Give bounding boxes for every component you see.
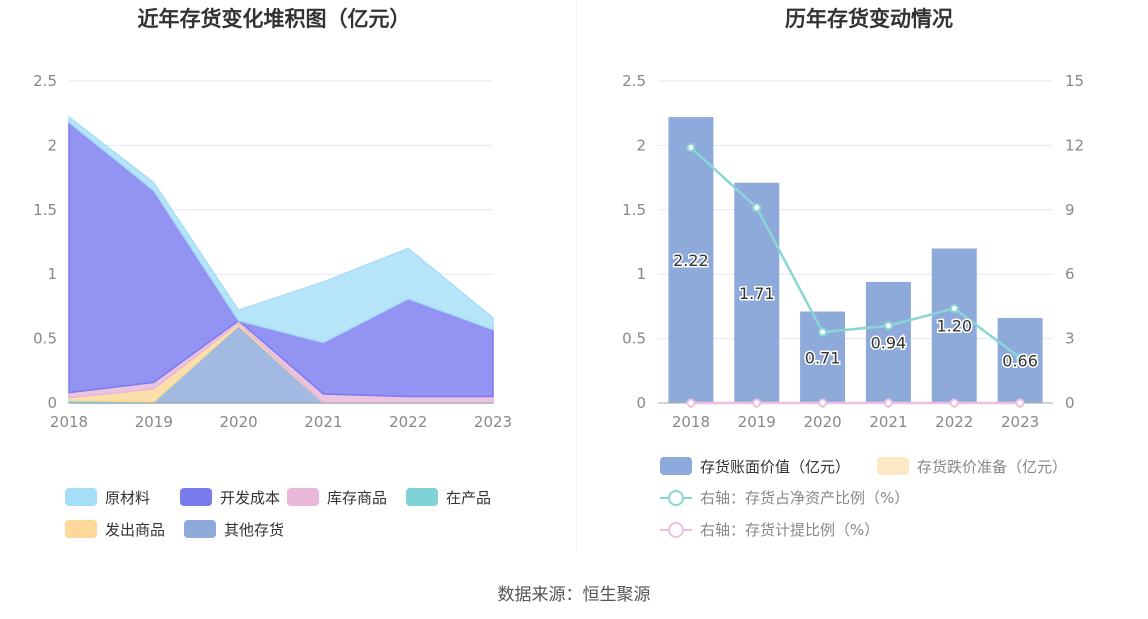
right-x-tick-label: 2021	[869, 413, 907, 431]
line-point-2018	[686, 398, 696, 408]
line-point-2021	[883, 321, 893, 331]
line-point-2023	[1015, 353, 1025, 363]
right-y-tick-label: 2.5	[622, 72, 646, 90]
bar-data-label: 0.66	[1002, 351, 1038, 370]
right-y2-tick-label: 12	[1065, 136, 1084, 154]
left-x-tick-label: 2022	[389, 413, 427, 431]
left-x-tick-label: 2020	[220, 413, 258, 431]
line-point-2020	[818, 327, 828, 337]
left-x-tick-label: 2018	[50, 413, 88, 431]
right-x-tick-label: 2020	[803, 413, 841, 431]
left-y-tick-label: 0	[47, 394, 57, 412]
right-chart-title: 历年存货变动情况	[785, 7, 953, 31]
data-source-label: 数据来源：恒生聚源	[497, 585, 651, 605]
right-x-tick-label: 2018	[672, 413, 710, 431]
left-x-tick-label: 2019	[135, 413, 173, 431]
bar-data-label: 0.94	[871, 333, 907, 352]
line-series-右轴：存货占净资产比例（%）	[690, 146, 1021, 359]
legend-marker-右轴：存货计提比例（%）	[668, 522, 684, 538]
legend-label-发出商品: 发出商品	[105, 521, 165, 539]
left-y-tick-label: 1.5	[33, 201, 57, 219]
legend-swatch-开发成本	[180, 488, 212, 506]
bar-2022	[931, 248, 977, 403]
right-y2-tick-label: 0	[1065, 394, 1075, 412]
bar-data-label: 1.71	[739, 284, 775, 303]
bar-2019	[734, 182, 780, 403]
bar-2020	[800, 311, 846, 403]
line-point-2019	[752, 398, 762, 408]
bar-2021	[865, 281, 911, 403]
legend-label-存货跌价准备（亿元）: 存货跌价准备（亿元）	[917, 458, 1067, 476]
legend-label-开发成本: 开发成本	[220, 489, 280, 507]
right-y-tick-label: 2	[636, 136, 646, 154]
area-series-原材料	[68, 115, 494, 344]
left-x-tick-label: 2023	[474, 413, 512, 431]
right-y2-tick-label: 6	[1065, 265, 1075, 283]
legend-label-存货账面价值（亿元）: 存货账面价值（亿元）	[700, 458, 850, 476]
legend-swatch-库存商品	[287, 488, 319, 506]
legend-label-原材料: 原材料	[105, 489, 150, 507]
legend-swatch-在产品	[406, 488, 438, 506]
line-point-2022	[949, 304, 959, 314]
right-y-tick-label: 0	[636, 394, 646, 412]
legend-swatch-原材料	[65, 488, 97, 506]
left-y-tick-label: 2.5	[33, 72, 57, 90]
legend-label-在产品: 在产品	[446, 489, 491, 507]
line-point-2018	[686, 143, 696, 153]
right-x-tick-label: 2023	[1001, 413, 1039, 431]
bar-data-label: 0.71	[805, 348, 841, 367]
left-y-tick-label: 1	[47, 265, 57, 283]
legend-label-库存商品: 库存商品	[327, 489, 387, 507]
line-point-2022	[949, 398, 959, 408]
right-y-tick-label: 1	[636, 265, 646, 283]
bar-data-label: 1.20	[936, 317, 972, 336]
legend-swatch-其他存货	[184, 520, 216, 538]
left-chart-title: 近年存货变化堆积图（亿元）	[138, 7, 411, 31]
right-x-tick-label: 2019	[738, 413, 776, 431]
legend-label-右轴：存货占净资产比例（%）: 右轴：存货占净资产比例（%）	[700, 489, 909, 507]
panel-divider	[576, 0, 577, 550]
right-y-tick-label: 0.5	[622, 330, 646, 348]
line-point-2023	[1015, 398, 1025, 408]
legend-label-右轴：存货计提比例（%）: 右轴：存货计提比例（%）	[700, 521, 879, 539]
legend-swatch-存货账面价值（亿元）	[660, 457, 692, 475]
line-point-2021	[883, 398, 893, 408]
right-x-tick-label: 2022	[935, 413, 973, 431]
left-y-tick-label: 0.5	[33, 330, 57, 348]
legend-marker-右轴：存货占净资产比例（%）	[668, 490, 684, 506]
legend-swatch-存货跌价准备（亿元）	[877, 457, 909, 475]
right-y2-tick-label: 9	[1065, 201, 1075, 219]
bar-data-label: 2.22	[673, 251, 709, 270]
right-y2-tick-label: 3	[1065, 330, 1075, 348]
line-point-2020	[818, 398, 828, 408]
left-x-tick-label: 2021	[304, 413, 342, 431]
area-series-开发成本	[68, 120, 494, 398]
line-point-2019	[752, 203, 762, 213]
right-y2-tick-label: 15	[1065, 72, 1084, 90]
bar-2018	[668, 117, 714, 404]
legend-swatch-发出商品	[65, 520, 97, 538]
right-y-tick-label: 1.5	[622, 201, 646, 219]
legend-label-其他存货: 其他存货	[224, 521, 284, 539]
left-y-tick-label: 2	[47, 136, 57, 154]
